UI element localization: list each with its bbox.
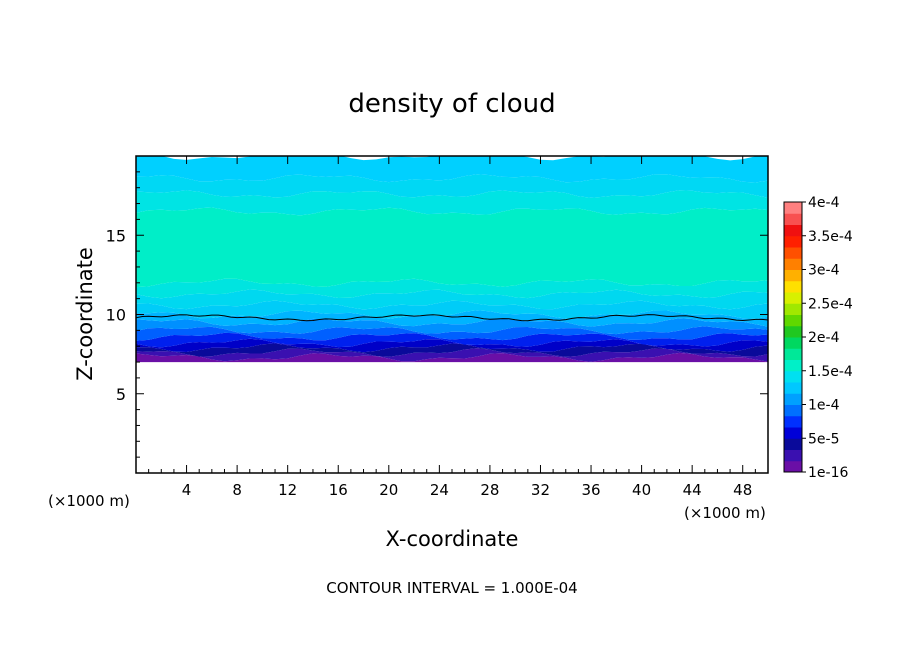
y-axis: 5 10 15 (106, 171, 768, 458)
colorbar-swatch (784, 337, 802, 349)
field-layer (136, 289, 768, 310)
colorbar-labels: 1e-16 5e-5 1e-4 1.5e-4 2e-4 2.5e-4 3e-4 3.5e-4 4… (802, 195, 853, 481)
colorbar-swatch (784, 247, 802, 259)
field-layer (136, 332, 768, 348)
x-tick-label: 24 (430, 481, 449, 499)
y-tick-label: 5 (116, 385, 126, 404)
x-tick-label: 12 (278, 481, 297, 499)
colorbar-label: 2.5e-4 (808, 296, 853, 312)
chart-title: density of cloud (348, 89, 555, 119)
colorbar-swatch (784, 325, 802, 338)
field-layer (136, 207, 768, 288)
colorbar-swatch (784, 370, 802, 383)
x-tick-label: 8 (232, 481, 242, 499)
x-tick-label: 44 (683, 481, 702, 499)
field-layer (136, 156, 768, 183)
colorbar-label: 1e-16 (808, 465, 848, 481)
colorbar-label: 5e-5 (808, 431, 839, 447)
colorbar-label: 3e-4 (808, 263, 840, 279)
colorbar-swatch (784, 213, 802, 225)
colorbar-swatch (784, 314, 802, 327)
x-tick-label: 16 (329, 481, 348, 499)
colorbar-swatch (784, 382, 802, 394)
x-axis: 4 8 12 16 20 24 28 32 36 40 44 48 (148, 156, 756, 499)
field-layer (136, 318, 768, 335)
x-tick-label: 32 (531, 481, 550, 499)
contour-interval-footer: CONTOUR INTERVAL = 1.000E-04 (326, 579, 577, 597)
x-unit-right: (×1000 m) (684, 504, 766, 522)
field-layer (136, 326, 768, 341)
colorbar-swatch (784, 280, 802, 293)
field-layer (136, 343, 768, 357)
colorbar-swatch (784, 202, 802, 214)
field-layer (136, 174, 768, 198)
field-layer (136, 300, 768, 319)
field-layer (136, 352, 768, 363)
colorbar (783, 201, 803, 473)
colorbar-swatch (784, 292, 802, 304)
field-layer (136, 338, 768, 353)
colorbar-swatch (784, 393, 802, 405)
x-tick-label: 20 (379, 481, 398, 499)
colorbar-label: 2e-4 (808, 330, 840, 346)
field-layer (136, 278, 768, 299)
field-layer (136, 190, 768, 216)
x-tick-label: 40 (632, 481, 651, 499)
x-tick-label: 36 (581, 481, 600, 499)
colorbar-swatch (784, 359, 802, 372)
colorbar-label: 4e-4 (808, 195, 840, 211)
colorbar-swatch (784, 427, 802, 439)
colorbar-swatch (784, 449, 802, 462)
colorbar-label: 3.5e-4 (808, 229, 853, 245)
colorbar-swatch (784, 235, 802, 248)
colorbar-swatch (784, 415, 802, 428)
field-layer (136, 348, 768, 362)
colorbar-label: 1.5e-4 (808, 364, 853, 380)
colorbar-swatch (784, 258, 802, 270)
x-unit-left: (×1000 m) (48, 492, 130, 510)
x-axis-label: X-coordinate (386, 527, 519, 551)
y-tick-label: 15 (106, 226, 126, 245)
colorbar-swatch (784, 348, 802, 360)
x-tick-label: 28 (480, 481, 499, 499)
y-axis-label: Z-coordinate (73, 247, 97, 381)
colorbar-swatch (784, 303, 802, 315)
colorbar-swatch (784, 438, 802, 450)
x-tick-label: 4 (182, 481, 192, 499)
colorbar-swatch (784, 269, 802, 282)
colorbar-swatch (784, 404, 802, 417)
contour-line (135, 314, 769, 322)
colorbar-swatch (784, 460, 802, 473)
colorbar-swatch (784, 224, 802, 237)
x-tick-label: 48 (733, 481, 752, 499)
density-field (136, 156, 768, 363)
y-tick-label: 10 (106, 306, 126, 325)
field-layer (136, 310, 768, 327)
colorbar-label: 1e-4 (808, 398, 840, 414)
